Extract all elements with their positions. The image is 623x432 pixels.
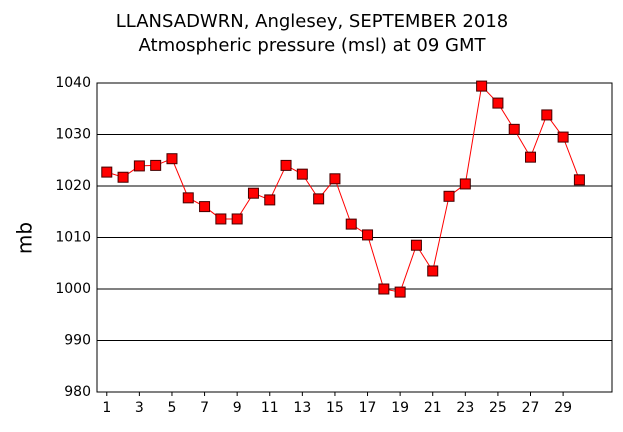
data-point bbox=[247, 187, 259, 199]
x-tick-label: 3 bbox=[135, 400, 144, 416]
x-tick-label: 19 bbox=[391, 400, 409, 416]
data-point bbox=[573, 174, 585, 186]
x-tick-label: 11 bbox=[261, 400, 279, 416]
x-tick-label: 15 bbox=[326, 400, 344, 416]
y-tick-label: 980 bbox=[64, 384, 91, 400]
y-tick-label: 1040 bbox=[55, 75, 91, 91]
data-point bbox=[345, 218, 357, 230]
x-tick-label: 29 bbox=[554, 400, 572, 416]
x-tick-label: 7 bbox=[200, 400, 209, 416]
data-point bbox=[215, 213, 227, 225]
data-point bbox=[525, 151, 537, 163]
data-point bbox=[329, 173, 341, 185]
data-point bbox=[410, 239, 422, 251]
data-point bbox=[280, 159, 292, 171]
data-point bbox=[492, 97, 504, 109]
data-point bbox=[443, 190, 455, 202]
data-point bbox=[150, 159, 162, 171]
data-point bbox=[264, 194, 276, 206]
data-point bbox=[427, 265, 439, 277]
data-line bbox=[106, 85, 580, 293]
data-point bbox=[394, 286, 406, 298]
plot-frame bbox=[96, 82, 613, 393]
data-point bbox=[296, 168, 308, 180]
data-point bbox=[508, 123, 520, 135]
x-tick-label: 1 bbox=[102, 400, 111, 416]
data-point bbox=[313, 193, 325, 205]
x-tick-label: 27 bbox=[522, 400, 540, 416]
data-point bbox=[117, 171, 129, 183]
x-tick-label: 21 bbox=[424, 400, 442, 416]
data-point bbox=[231, 213, 243, 225]
chart-subtitle: Atmospheric pressure (msl) at 09 GMT bbox=[139, 35, 487, 56]
data-point bbox=[362, 229, 374, 241]
data-point bbox=[101, 166, 113, 178]
data-point bbox=[166, 153, 178, 165]
x-tick-label: 17 bbox=[359, 400, 377, 416]
data-point bbox=[199, 201, 211, 213]
chart-title: LLANSADWRN, Anglesey, SEPTEMBER 2018 bbox=[116, 11, 508, 32]
y-tick-label: 1010 bbox=[55, 230, 91, 246]
y-tick-label: 1030 bbox=[55, 127, 91, 143]
y-tick-label: 1020 bbox=[55, 178, 91, 194]
data-point bbox=[133, 160, 145, 172]
x-tick-label: 23 bbox=[456, 400, 474, 416]
x-tick-label: 5 bbox=[168, 400, 177, 416]
data-point bbox=[541, 109, 553, 121]
data-point bbox=[378, 283, 390, 295]
data-point bbox=[459, 178, 471, 190]
x-tick-label: 9 bbox=[233, 400, 242, 416]
y-tick-label: 1000 bbox=[55, 281, 91, 297]
data-point bbox=[476, 80, 488, 92]
y-tick-label: 990 bbox=[64, 333, 91, 349]
data-point bbox=[557, 131, 569, 143]
y-axis-label: mb bbox=[13, 222, 37, 254]
x-tick-label: 13 bbox=[293, 400, 311, 416]
x-tick-label: 25 bbox=[489, 400, 507, 416]
data-point bbox=[182, 192, 194, 204]
